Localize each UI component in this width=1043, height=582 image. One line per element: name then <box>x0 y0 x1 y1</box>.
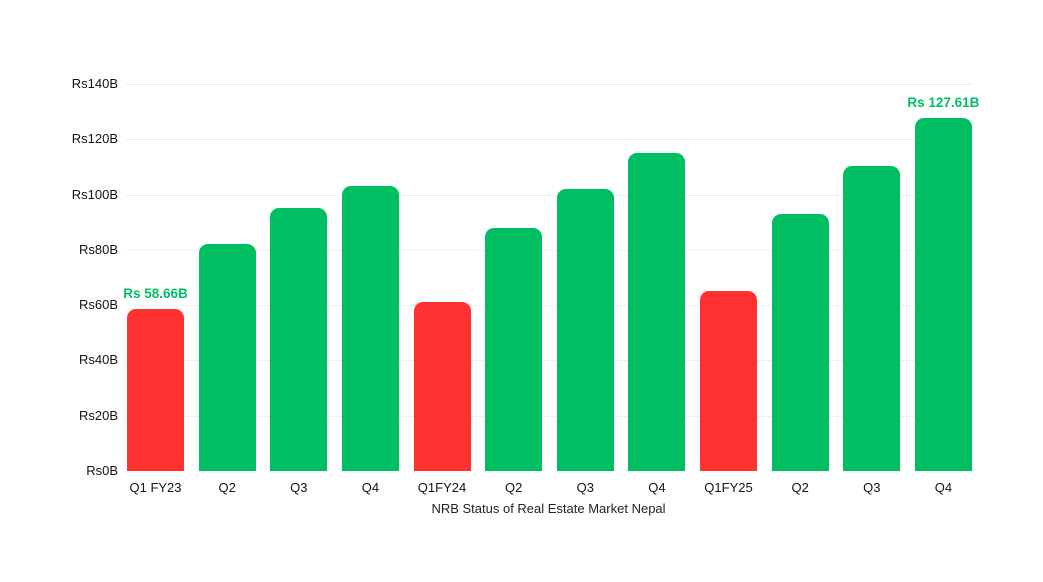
gridline <box>125 360 972 362</box>
bar-group: Q1FY24 <box>413 84 471 495</box>
y-axis-label: Rs140B <box>71 76 118 91</box>
bar-q2-5 <box>485 227 543 471</box>
x-axis-label: Q4 <box>648 480 666 495</box>
y-axis-label: Rs40B <box>78 352 118 368</box>
plot-area: Q1 FY23 Rs 58.66B Q2 Q3 Q4 Q1FY24 Q2 Q3 Q4 Q1FY25… <box>123 84 979 495</box>
x-axis-label: Q1FY25 <box>704 480 753 495</box>
x-axis-label: Q3 <box>290 480 308 495</box>
gridline <box>125 84 972 85</box>
bar-q4-3 <box>341 186 399 471</box>
y-axis-label: Rs0B <box>86 463 118 478</box>
bar-series: Q1 FY23 Rs 58.66B Q2 Q3 Q4 Q1FY24 Q2 Q3 Q4 Q1FY25… <box>123 84 979 495</box>
x-axis-label: Q2 <box>791 480 809 495</box>
chart-caption: NRB Status of Real Estate Market Nepal <box>431 501 666 516</box>
bar-group: Q2 <box>198 84 256 495</box>
bar-group: Q2 <box>485 84 543 495</box>
bar-group: Q1 FY23 Rs 58.66B <box>123 84 188 495</box>
y-axis-label: Rs80B <box>78 241 118 257</box>
y-axis-label: Rs120B <box>71 131 118 147</box>
bar-value-label: Rs 127.61B <box>907 95 980 111</box>
bar-q2-1 <box>198 244 256 471</box>
gridline <box>125 249 972 251</box>
bar-q4-7 <box>628 153 686 471</box>
bar-q4-11 <box>914 118 972 471</box>
bar-q1-fy23-0 <box>127 308 184 471</box>
bar-group: Q1FY25 <box>700 84 757 495</box>
bar-group: Q2 <box>771 84 829 495</box>
bar-q3-10 <box>843 165 901 471</box>
bar-group: Q3 <box>556 84 614 495</box>
x-axis-label: Q3 <box>863 480 881 495</box>
x-axis-label: Q1FY24 <box>417 480 467 495</box>
x-axis-label: Q2 <box>504 480 523 495</box>
y-axis: Rs0B Rs20B Rs40B Rs60B Rs80B Rs100B Rs120B Rs14… <box>0 0 118 582</box>
bar-q1fy24-4 <box>413 302 471 471</box>
x-axis-label: Q4 <box>361 480 380 495</box>
gridline <box>125 415 972 417</box>
bar-q2-9 <box>771 213 829 471</box>
y-axis-label: Rs20B <box>78 407 118 423</box>
bar-q3-6 <box>556 189 614 471</box>
y-axis-label: Rs100B <box>71 186 118 202</box>
bar-group: Q4 Rs 127.61B <box>907 84 979 495</box>
gridline <box>125 305 972 307</box>
gridline <box>125 139 972 141</box>
x-axis-label: Q1 FY23 <box>129 480 182 495</box>
bar-group: Q4 <box>341 84 399 495</box>
y-axis-label: Rs60B <box>78 297 118 313</box>
bar-value-label: Rs 58.66B <box>123 285 188 301</box>
bar-q3-2 <box>270 208 328 471</box>
bar-q1fy25-8 <box>700 291 757 471</box>
bar-group: Q4 <box>628 84 686 495</box>
gridline <box>125 194 972 196</box>
bar-group: Q3 <box>270 84 328 495</box>
bar-group: Q3 <box>843 84 901 495</box>
x-axis-label: Q4 <box>934 480 953 495</box>
x-axis-label: Q3 <box>576 480 594 495</box>
x-axis-label: Q2 <box>218 480 236 495</box>
